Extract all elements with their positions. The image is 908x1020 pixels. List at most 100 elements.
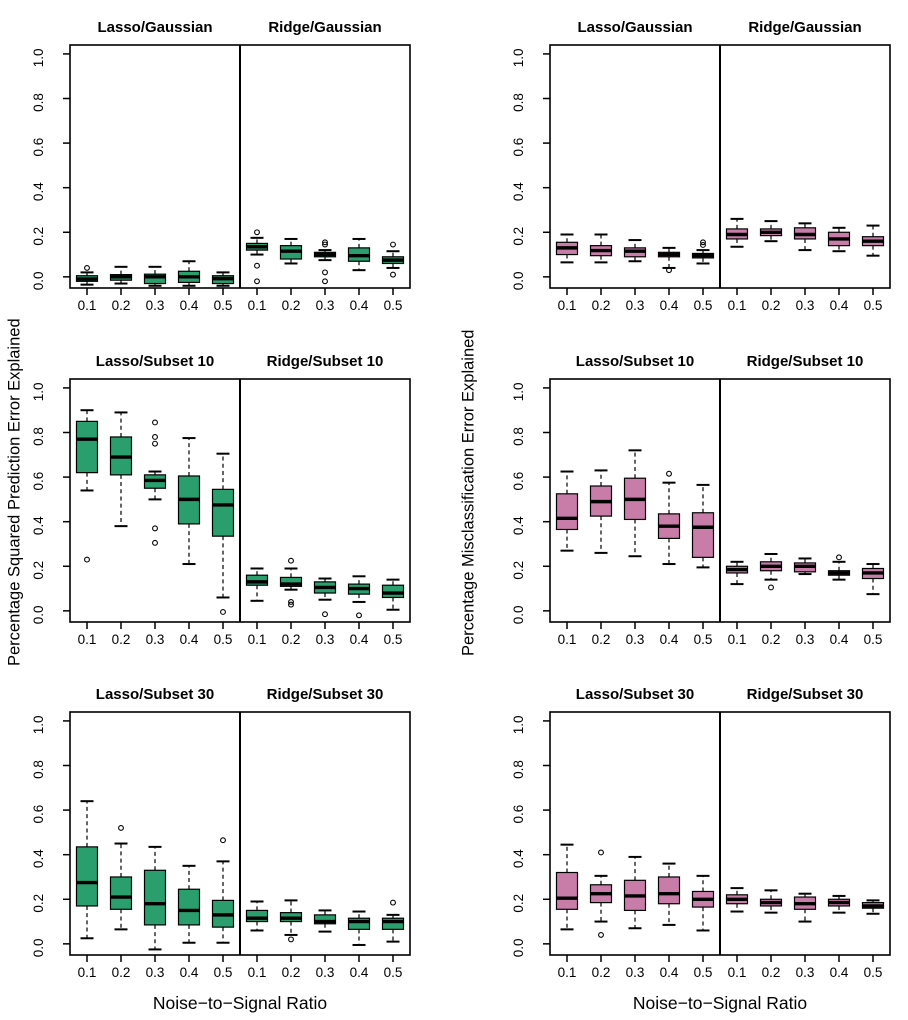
y-tick-label: 0.0 bbox=[31, 271, 46, 290]
boxplot-box bbox=[555, 493, 579, 531]
x-tick-label: 0.3 bbox=[626, 965, 645, 980]
boxplot-outlier bbox=[598, 849, 604, 856]
y-tick-label: 1.0 bbox=[31, 716, 46, 735]
x-tick-label: 0.5 bbox=[214, 298, 233, 313]
boxplot-box bbox=[211, 488, 235, 537]
y-tick-label: 1.0 bbox=[31, 383, 46, 402]
boxplot-outlier bbox=[322, 278, 328, 285]
x-tick-label: 0.3 bbox=[146, 298, 165, 313]
x-tick-label: 0.3 bbox=[316, 298, 335, 313]
boxplot-outlier bbox=[152, 539, 158, 546]
x-tick-label: 0.1 bbox=[558, 632, 577, 647]
boxplot-outlier bbox=[254, 278, 260, 285]
boxplot-outlier bbox=[152, 434, 158, 440]
figure-row1-col1: 0.0 0.2 0.4 0.6 0.8 1.0 Lasso/Gaussian 0.1 0.2 0.… bbox=[31, 19, 411, 313]
panel-title: Ridge/Subset 10 bbox=[747, 353, 864, 370]
boxplot-outlier bbox=[390, 241, 396, 248]
x-tick-label: 0.3 bbox=[146, 632, 165, 647]
column-squared-prediction-error: Percentage Squared Prediction Error Expl… bbox=[0, 0, 454, 1013]
x-tick-label: 0.4 bbox=[180, 632, 199, 647]
boxplot-box bbox=[143, 273, 167, 285]
x-tick-label: 0.4 bbox=[830, 632, 849, 647]
x-tick-label: 0.1 bbox=[728, 632, 747, 647]
x-tick-label: 0.2 bbox=[282, 632, 301, 647]
x-tick-label: 0.2 bbox=[112, 298, 131, 313]
boxplot-outlier bbox=[152, 419, 158, 426]
figure-row2-col2: 0.0 0.2 0.4 0.6 0.8 1.0 Lasso/Subset 10 0.1 0.2 0… bbox=[511, 353, 891, 647]
panel-title: Ridge/Subset 30 bbox=[267, 686, 384, 703]
boxplot-box bbox=[143, 869, 167, 926]
y-tick-label: 0.0 bbox=[511, 271, 526, 290]
x-tick-label: 0.5 bbox=[864, 298, 883, 313]
x-tick-label: 0.1 bbox=[728, 965, 747, 980]
panel-title: Ridge/Subset 10 bbox=[267, 353, 384, 370]
x-axis-title-left: Noise−to−Signal Ratio bbox=[152, 993, 328, 1013]
x-tick-label: 0.4 bbox=[350, 965, 369, 980]
y-tick-label: 0.4 bbox=[511, 516, 526, 535]
y-tick-label: 0.6 bbox=[511, 805, 526, 824]
x-tick-label: 0.1 bbox=[558, 965, 577, 980]
boxplot-box bbox=[381, 917, 405, 930]
plot-border bbox=[549, 378, 891, 623]
x-tick-label: 0.2 bbox=[762, 632, 781, 647]
boxplot-outlier bbox=[288, 598, 294, 605]
boxplot-outlier bbox=[84, 556, 90, 563]
y-tick-label: 0.6 bbox=[511, 138, 526, 157]
x-tick-label: 0.3 bbox=[626, 298, 645, 313]
x-tick-label: 0.2 bbox=[762, 298, 781, 313]
x-tick-label: 0.5 bbox=[694, 298, 713, 313]
x-tick-label: 0.1 bbox=[248, 298, 267, 313]
x-tick-label: 0.4 bbox=[660, 965, 679, 980]
y-tick-label: 0.4 bbox=[31, 516, 46, 535]
x-tick-label: 0.1 bbox=[78, 632, 97, 647]
x-tick-label: 0.3 bbox=[796, 965, 815, 980]
x-tick-label: 0.1 bbox=[248, 965, 267, 980]
x-tick-label: 0.3 bbox=[796, 298, 815, 313]
boxplot-box bbox=[177, 888, 201, 926]
y-tick-label: 1.0 bbox=[31, 49, 46, 68]
figures-squared-error: 0.0 0.2 0.4 0.6 0.8 1.0 Lasso/Gaussian 0.1 0.2 0.… bbox=[0, 0, 454, 990]
x-tick-label: 0.2 bbox=[592, 965, 611, 980]
x-tick-label: 0.2 bbox=[762, 965, 781, 980]
x-tick-label: 0.2 bbox=[112, 965, 131, 980]
x-tick-label: 0.4 bbox=[180, 965, 199, 980]
boxplot-outlier bbox=[598, 931, 604, 938]
y-tick-label: 0.6 bbox=[31, 138, 46, 157]
boxplot-box bbox=[691, 512, 715, 558]
y-tick-label: 0.8 bbox=[511, 760, 526, 779]
y-tick-label: 0.6 bbox=[31, 805, 46, 824]
y-tick-label: 0.2 bbox=[31, 894, 46, 913]
boxplot-box bbox=[245, 909, 269, 923]
x-tick-label: 0.4 bbox=[180, 298, 199, 313]
boxplot-outlier bbox=[220, 609, 226, 615]
y-tick-label: 0.8 bbox=[31, 93, 46, 112]
y-tick-label: 0.2 bbox=[31, 561, 46, 580]
y-tick-label: 0.2 bbox=[511, 561, 526, 580]
boxplot-outlier bbox=[254, 262, 260, 269]
y-tick-label: 0.2 bbox=[511, 894, 526, 913]
x-tick-label: 0.4 bbox=[350, 298, 369, 313]
x-tick-label: 0.5 bbox=[864, 632, 883, 647]
y-tick-label: 1.0 bbox=[511, 49, 526, 68]
boxplot-outlier bbox=[666, 267, 672, 274]
x-tick-label: 0.1 bbox=[248, 632, 267, 647]
y-tick-label: 1.0 bbox=[511, 383, 526, 402]
x-tick-label: 0.1 bbox=[558, 298, 577, 313]
boxplot-outlier bbox=[322, 269, 328, 276]
x-tick-label: 0.2 bbox=[282, 965, 301, 980]
plot-border bbox=[69, 711, 411, 956]
boxplot-outlier bbox=[836, 554, 842, 561]
boxplot-box bbox=[75, 846, 99, 907]
x-tick-label: 0.3 bbox=[316, 632, 335, 647]
y-tick-label: 0.6 bbox=[31, 472, 46, 491]
y-axis-title-misclassification: Percentage Misclassification Error Expla… bbox=[459, 329, 478, 656]
panel-title: Lasso/Gaussian bbox=[97, 19, 212, 36]
boxplot-outlier bbox=[356, 612, 362, 619]
y-tick-label: 0.4 bbox=[511, 849, 526, 868]
panel-title: Lasso/Subset 30 bbox=[96, 686, 214, 703]
panel-title: Ridge/Gaussian bbox=[268, 19, 381, 36]
plot-border bbox=[69, 44, 411, 289]
boxplot-outlier bbox=[288, 601, 294, 608]
boxplot-outlier bbox=[288, 557, 294, 564]
y-tick-label: 0.4 bbox=[31, 182, 46, 201]
